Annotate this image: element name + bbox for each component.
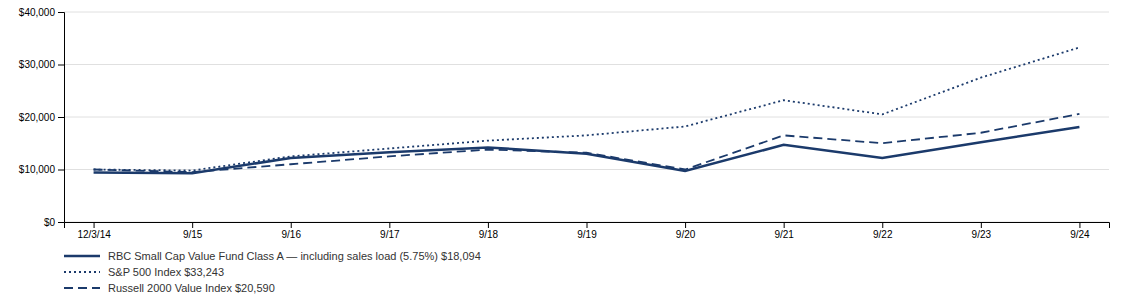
tick-mark [882,222,883,228]
tick-label: 9/24 [1070,229,1090,240]
tick: 9/18 [479,222,499,240]
tick-label: 9/22 [873,229,893,240]
tick: 9/20 [676,222,696,240]
tick: 12/3/14 [77,222,111,240]
tick: 9/15 [183,222,203,240]
plot: $0 $10,000 $20,000 $30,000 $40,000 12/3/14 9/1… [19,7,1110,240]
legend-label: RBC Small Cap Value Fund Class A — inclu… [108,250,481,262]
legend-item: Russell 2000 Value Index $20,590 [64,282,275,294]
legend-swatch [64,255,100,258]
x-axis: 12/3/14 9/15 9/16 9/17 9/18 9/19 9/20 9/21 9/22 9… [65,222,1110,240]
tick-mark [488,222,489,228]
tick-label: $40,000 [19,7,56,18]
axis-line [58,13,65,223]
tick: $40,000 [19,7,64,18]
tick-mark [58,170,64,171]
series-line [94,127,1080,173]
tick-label: 9/21 [774,229,794,240]
tick-mark [58,12,64,13]
tick-mark [1079,222,1080,228]
grid [64,12,1109,222]
tick: 9/23 [972,222,992,240]
legend-item: RBC Small Cap Value Fund Class A — inclu… [64,250,481,262]
tick-mark [685,222,686,228]
tick-label: $20,000 [19,112,56,123]
tick-mark [58,117,64,118]
series-line [94,114,1080,172]
tick-mark [587,222,588,228]
tick: 9/24 [1070,222,1090,240]
legend-label: S&P 500 Index $33,243 [108,266,224,278]
tick: 9/16 [282,222,302,240]
y-axis: $0 $10,000 $20,000 $30,000 $40,000 [19,7,65,228]
grid-line [64,117,1109,118]
axis-line [65,223,1110,229]
tick-mark [389,222,390,228]
legend-item: S&P 500 Index $33,243 [64,266,224,278]
legend-swatch [64,287,100,289]
tick: $20,000 [19,112,64,123]
tick: 9/19 [577,222,597,240]
tick-label: 9/18 [479,229,499,240]
tick: $30,000 [19,59,64,70]
tick-label: 12/3/14 [77,229,111,240]
tick-mark [784,222,785,228]
tick-mark [94,222,95,228]
tick-mark [981,222,982,228]
tick: $0 [44,217,64,228]
tick-mark [58,65,64,66]
lines [94,47,1080,173]
tick: $10,000 [19,164,64,175]
tick: 9/22 [873,222,893,240]
tick-label: 9/15 [183,229,203,240]
grid-line [64,12,1109,13]
tick-label: $30,000 [19,59,56,70]
legend-swatch [64,271,100,273]
chart: $0 $10,000 $20,000 $30,000 $40,000 12/3/14 9/1… [0,0,1129,304]
tick-label: 9/20 [676,229,696,240]
tick-mark [291,222,292,228]
tick: 9/21 [774,222,794,240]
tick: 9/17 [380,222,400,240]
series-line [94,47,1080,170]
tick-label: $10,000 [19,164,56,175]
legend: RBC Small Cap Value Fund Class A — inclu… [64,250,481,294]
legend-label: Russell 2000 Value Index $20,590 [108,282,275,294]
tick-label: 9/19 [577,229,597,240]
tick-mark [58,222,64,223]
tick-mark [192,222,193,228]
tick-label: 9/17 [380,229,400,240]
tick-label: 9/16 [282,229,302,240]
tick-label: $0 [44,217,56,228]
grid-line [64,64,1109,65]
tick-label: 9/23 [972,229,992,240]
